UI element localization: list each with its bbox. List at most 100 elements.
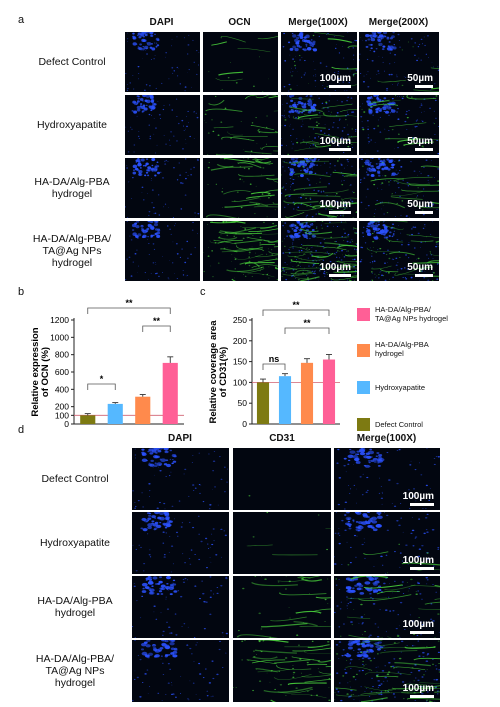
y-tick-label: 600 <box>55 367 69 377</box>
scale-bar: 100µm <box>320 74 351 88</box>
col-head-d-merge: Merge(100X) <box>356 433 417 444</box>
legend: HA-DA/Alg-PBA/ TA@Ag NPs hydrogel HA-DA/… <box>355 292 495 432</box>
micrograph-d-dapi <box>132 448 229 510</box>
row-label: HA-DA/Alg-PBA hydrogel <box>34 176 110 200</box>
significance-bracket <box>262 309 330 316</box>
bar <box>256 382 270 424</box>
micrograph-merge-200x: 50µm <box>359 95 439 155</box>
row-label: Defect Control <box>38 56 106 68</box>
micrograph-d-cd31 <box>233 512 331 574</box>
significance-label: ** <box>303 318 311 328</box>
y-tick-label: 250 <box>233 315 247 325</box>
y-axis-title: Relative expression <box>30 327 41 416</box>
micrograph-d-cd31 <box>233 576 331 638</box>
micrograph-merge-200x: 50µm <box>359 158 439 218</box>
chart-cd31-svg: Relative coverage area of CD31(%) 0 50 100 15… <box>208 300 340 429</box>
significance-bracket <box>142 325 171 332</box>
micrograph-d-cd31 <box>233 448 331 510</box>
y-axis-title: Relative coverage area <box>208 320 219 424</box>
col-head-dapi: DAPI <box>149 17 174 28</box>
row-label: HA-DA/Alg-PBA hydrogel <box>37 595 113 619</box>
significance-label: ** <box>292 300 300 310</box>
scale-bar-label: 50µm <box>407 73 433 84</box>
scale-bar-label: 100µm <box>402 619 434 630</box>
row-label: Hydroxyapatite <box>36 119 108 131</box>
significance-bracket <box>87 307 171 314</box>
bar <box>322 359 336 424</box>
micrograph-ocn <box>203 158 278 218</box>
row-label: Defect Control <box>41 473 109 485</box>
micrograph-ocn <box>203 221 278 281</box>
y-tick-label: 200 <box>55 402 69 412</box>
micrograph-d-merge-100x: 100µm <box>334 448 440 510</box>
scale-bar: 50µm <box>407 263 433 277</box>
panel-letter-a: a <box>18 14 25 26</box>
bar <box>278 376 292 424</box>
scale-bar-line <box>329 211 351 214</box>
y-tick-label: 0 <box>242 419 247 429</box>
micrograph-d-dapi <box>132 640 229 702</box>
y-axis-title: of OCN (%) <box>40 347 51 397</box>
micrograph-dapi <box>125 95 200 155</box>
y-tick-label: 150 <box>233 357 247 367</box>
row-label: Hydroxyapatite <box>39 537 111 549</box>
y-tick-label: 400 <box>55 384 69 394</box>
micrograph-dapi <box>125 221 200 281</box>
scale-bar: 100µm <box>320 200 351 214</box>
significance-label: * <box>100 374 104 384</box>
scale-bar-label: 100µm <box>319 136 351 147</box>
scale-bar-line <box>415 274 433 277</box>
significance-label: ** <box>125 298 133 308</box>
bar <box>300 362 314 424</box>
micrograph-dapi <box>125 158 200 218</box>
col-head-merge-100x: Merge(100X) <box>288 17 348 28</box>
col-head-d-dapi: DAPI <box>168 433 192 444</box>
scale-bar-line <box>329 274 351 277</box>
bar <box>107 403 123 424</box>
chart-ocn: Relative expression of OCN (%) 0 100 200 400 6… <box>14 292 194 432</box>
legend-label-hydrogel: HA-DA/Alg-PBA hydrogel <box>375 340 429 358</box>
y-axis-title: of CD31(%) <box>218 347 229 398</box>
col-head-ocn: OCN <box>228 17 251 28</box>
legend-swatch-ag-hydrogel <box>357 308 370 321</box>
scale-bar: 100µm <box>320 263 351 277</box>
chart-cd31: Relative coverage area of CD31(%) 0 50 100 15… <box>200 292 350 432</box>
scale-bar-line <box>329 148 351 151</box>
micrograph-merge-100x: 100µm <box>281 95 357 155</box>
micrograph-merge-200x: 50µm <box>359 32 439 92</box>
scale-bar-line <box>410 503 434 506</box>
micrograph-d-cd31 <box>233 640 331 702</box>
panel-letter-d: d <box>18 424 25 436</box>
y-tick-label: 50 <box>238 398 248 408</box>
scale-bar: 50µm <box>407 74 433 88</box>
scale-bar: 100µm <box>403 620 434 634</box>
y-tick-label: 100 <box>55 410 69 420</box>
y-tick-label: 100 <box>233 377 247 387</box>
micrograph-d-merge-100x: 100µm <box>334 512 440 574</box>
micrograph-ocn <box>203 95 278 155</box>
scale-bar-label: 100µm <box>319 262 351 273</box>
micrograph-d-merge-100x: 100µm <box>334 640 440 702</box>
micrograph-d-merge-100x: 100µm <box>334 576 440 638</box>
micrograph-merge-100x: 100µm <box>281 158 357 218</box>
scale-bar-line <box>415 85 433 88</box>
col-head-d-cd31: CD31 <box>269 433 295 444</box>
micrograph-ocn <box>203 32 278 92</box>
scale-bar: 100µm <box>320 137 351 151</box>
significance-label: ns <box>269 354 280 364</box>
scale-bar-line <box>410 695 434 698</box>
micrograph-d-dapi <box>132 512 229 574</box>
scale-bar-line <box>415 148 433 151</box>
scale-bar: 50µm <box>407 137 433 151</box>
scale-bar-label: 100µm <box>402 555 434 566</box>
legend-label-hydroxyapatite: Hydroxyapatite <box>375 383 426 392</box>
col-head-merge-200x: Merge(200X) <box>368 17 429 28</box>
micrograph-d-dapi <box>132 576 229 638</box>
significance-bracket <box>87 383 116 390</box>
scale-bar-label: 100µm <box>402 491 434 502</box>
significance-bracket <box>262 363 286 370</box>
row-label: HA-DA/Alg-PBA/ TA@Ag NPs hydrogel <box>32 233 112 269</box>
scale-bar: 100µm <box>403 492 434 506</box>
significance-bracket <box>284 327 330 334</box>
